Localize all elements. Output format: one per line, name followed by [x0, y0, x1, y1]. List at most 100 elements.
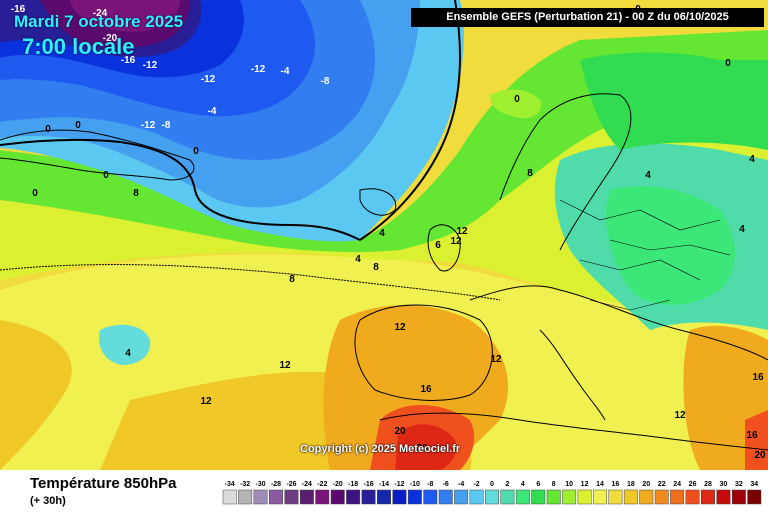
legend-swatch [593, 489, 607, 505]
legend-tick-label: -28 [271, 481, 281, 488]
legend-tick-label: 34 [750, 481, 758, 488]
legend-swatch [284, 489, 299, 505]
legend-tick-label: -18 [348, 481, 358, 488]
legend-swatch [407, 489, 422, 505]
legend-swatch [330, 489, 345, 505]
legend-tick-label: -10 [410, 481, 420, 488]
date-title: Mardi 7 octobre 2025 [14, 12, 184, 31]
legend-tick-label: 30 [720, 481, 728, 488]
isotherm-label: 16 [420, 384, 432, 395]
legend-swatch [346, 489, 361, 505]
legend-swatch [577, 489, 592, 505]
isotherm-label: 0 [514, 94, 520, 105]
copyright-notice: Copyright (c) 2025 Meteociel.fr [300, 443, 461, 455]
legend-swatch [731, 489, 746, 505]
legend-tick-label: 24 [673, 481, 681, 488]
isotherm-0-atlantic [359, 0, 461, 241]
isotherm-label: 12 [200, 396, 212, 407]
isotherm-label: 4 [355, 254, 361, 265]
isotherm-label: 12 [279, 360, 291, 371]
isotherm-label: 0 [193, 146, 199, 157]
legend-tick-label: 22 [658, 481, 666, 488]
legend-tick-label: -2 [473, 481, 479, 488]
legend-tick-label: -26 [286, 481, 296, 488]
legend-tick-label: 10 [565, 481, 573, 488]
band-deepred-africa [395, 424, 457, 470]
isotherm-label: 8 [373, 262, 379, 273]
legend-tick-label: -24 [302, 481, 312, 488]
isotherm-label: 12 [394, 322, 406, 333]
legend-ticks: -34 -32 -30 -28 -26 -24 -22 -20 -18 -16 -14 -12 -10-… [225, 481, 759, 488]
color-legend: -34 -32 -30 -28 -26 -24 -22 -20 -18 -16 -14 -12 -10-… [222, 481, 762, 505]
legend-tick-label: 32 [735, 481, 743, 488]
legend-swatch [269, 489, 283, 505]
isotherm-label: -12 [141, 120, 156, 131]
coastline-greenland [0, 129, 195, 181]
coastline-iceland [359, 188, 397, 216]
isotherm-label: 12 [490, 354, 502, 365]
temperature-map: -16 -24-20-16 -12-12-12 -4-8-4-12 -80 0008000… [0, 0, 768, 470]
band-green-baltic [580, 52, 768, 150]
band-cyan-norway [490, 89, 542, 119]
legend-tick-label: -4 [458, 481, 464, 488]
legend-swatch [361, 489, 376, 505]
isotherm-labels: -16 -24-20-16 -12-12-12 -4-8-4-12 -80 0008000… [11, 4, 766, 461]
legend-swatch [608, 489, 623, 505]
legend-swatch [716, 489, 731, 505]
legend-swatch [654, 489, 669, 505]
model-header: Ensemble GEFS (Perturbation 21) - 00 Z d… [411, 8, 764, 27]
isotherm-label: -12 [251, 64, 266, 75]
legend-tick-label: -20 [333, 481, 343, 488]
legend-swatch [562, 489, 577, 505]
band-orange-south [0, 320, 72, 470]
legend-swatch [469, 489, 484, 505]
legend-swatch [500, 489, 515, 505]
legend-swatch [701, 489, 715, 505]
legend-tick-label: 12 [581, 481, 589, 488]
legend-tick-label: 28 [704, 481, 712, 488]
legend-tick-label: -22 [317, 481, 327, 488]
isotherm-label: -8 [321, 76, 330, 87]
coastline-iberia [354, 304, 493, 401]
isotherm-label: 20 [754, 450, 766, 461]
isotherm-label: 20 [394, 426, 406, 437]
isotherm-label: 8 [527, 168, 533, 179]
legend-tick-label: -14 [379, 481, 389, 488]
legend-tick-label: 26 [689, 481, 697, 488]
isotherm-label: 16 [746, 430, 758, 441]
isotherm-label: 0 [32, 188, 38, 199]
legend-swatch [299, 489, 314, 505]
legend-tick-label: 2 [505, 481, 509, 488]
isotherm-label: -20 [103, 33, 118, 44]
legend-tick-label: 0 [490, 481, 494, 488]
legend-tick-label: -8 [427, 481, 433, 488]
isotherm-label: -12 [143, 60, 158, 71]
legend-swatch [222, 489, 237, 505]
isotherm-label: -12 [201, 74, 216, 85]
legend-swatch [485, 489, 499, 505]
isotherm-label: -16 [11, 4, 26, 15]
legend-tick-label: 8 [552, 481, 556, 488]
isotherm-label: 4 [749, 154, 755, 165]
coastline-north-africa [379, 412, 768, 451]
legend-swatch [377, 489, 391, 505]
isotherm-label: 0 [45, 124, 51, 135]
legend-swatch [546, 489, 561, 505]
legend-tick-label: -12 [394, 481, 404, 488]
isotherm-label: 12 [456, 226, 468, 237]
isotherm-label: -4 [281, 66, 290, 77]
legend-swatch [685, 489, 700, 505]
isotherm-label: -4 [208, 106, 217, 117]
isotherm-label: 12 [450, 236, 462, 247]
isotherm-label: 6 [435, 240, 441, 251]
isotherm-label: 16 [752, 372, 764, 383]
legend-swatch [515, 489, 530, 505]
isotherm-label: 12 [674, 410, 686, 421]
legend-swatch [747, 489, 762, 505]
legend-tick-label: 16 [612, 481, 620, 488]
isotherm-label: -24 [93, 8, 108, 19]
isotherm-label: 4 [739, 224, 745, 235]
variable-title: Température 850hPa [30, 475, 177, 492]
legend-tick-label: 6 [536, 481, 540, 488]
